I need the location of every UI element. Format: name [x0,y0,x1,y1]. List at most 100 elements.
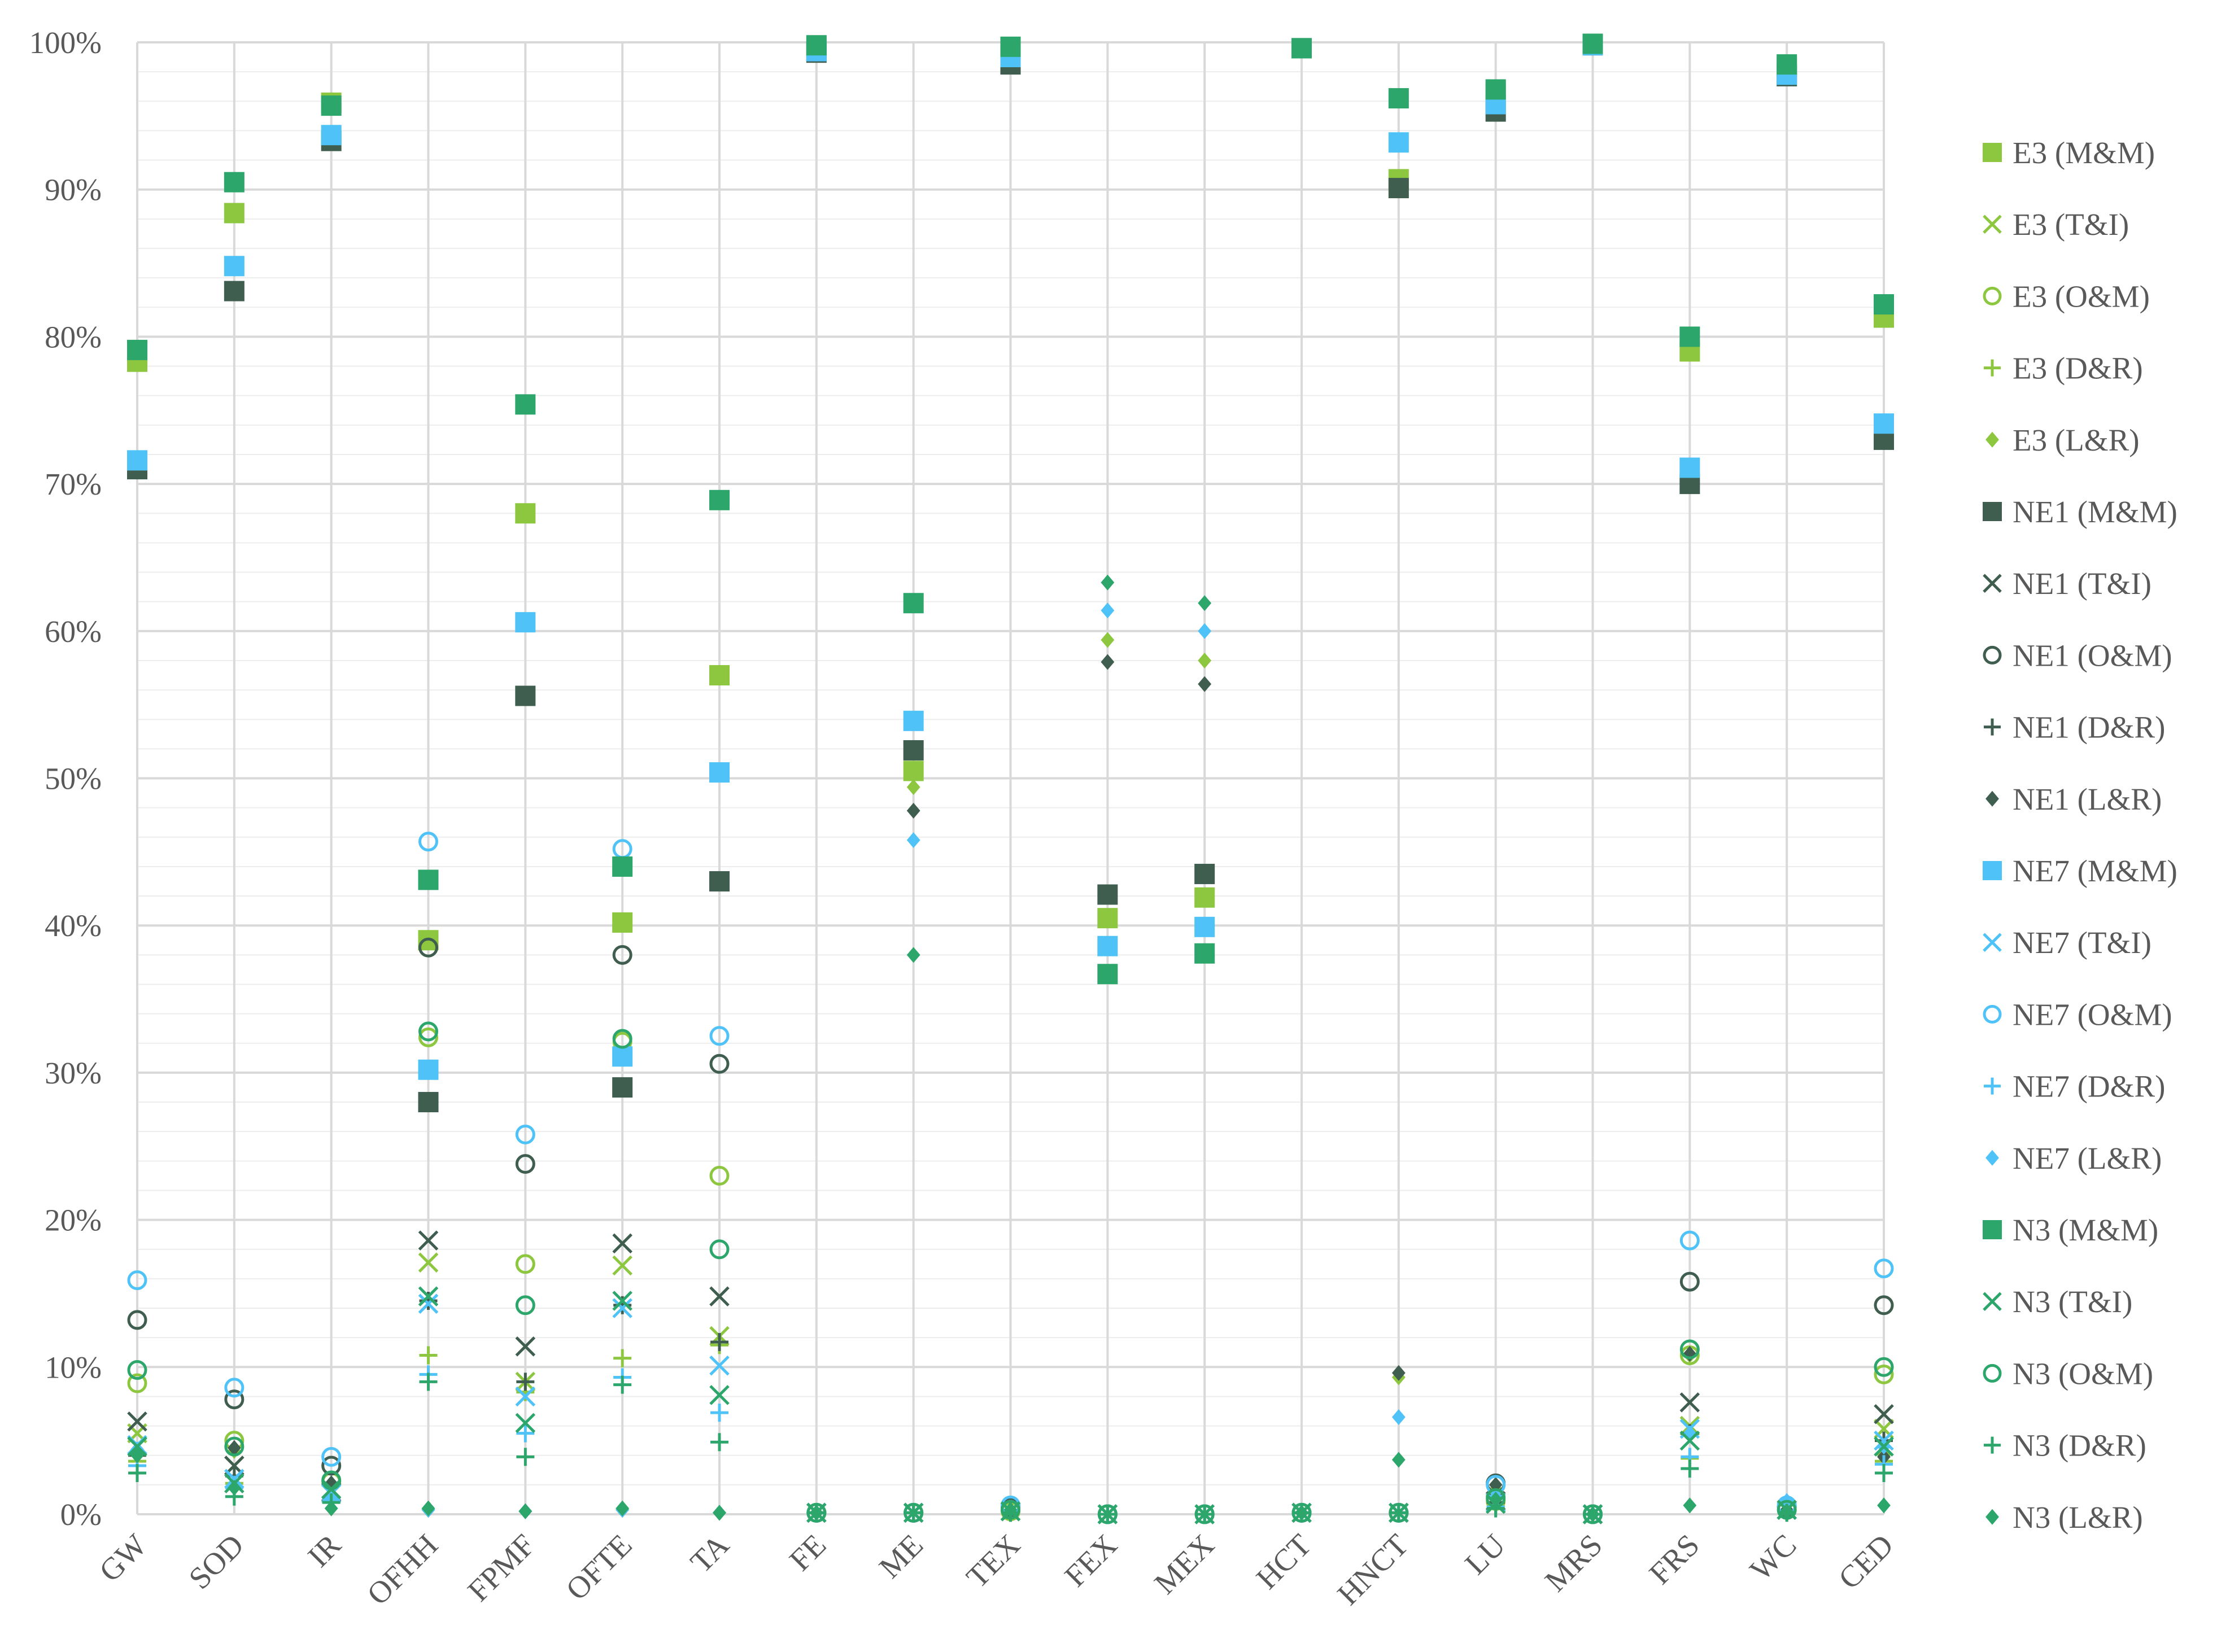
legend-label: E3 (L&R) [2013,423,2140,457]
y-tick-label: 40% [45,908,102,943]
data-point [1489,1491,1503,1507]
data-point [418,1293,439,1314]
legend-label: E3 (M&M) [2013,136,2155,170]
data-point [224,1436,245,1457]
data-point [1195,1505,1214,1523]
data-point [709,490,730,510]
data-point [1097,908,1118,929]
y-tick-label: 80% [45,320,102,354]
legend-marker [1983,286,2002,305]
legend-item: NE7 (T&I) [1983,925,2152,960]
legend-item: NE1 (T&I) [1983,566,2152,601]
data-point [1194,863,1215,884]
data-point [1101,654,1115,670]
data-point [612,1291,632,1311]
legend: E3 (M&M) E3 (T&I) E3 (O&M) E3 (D&R) E3 (L&R)… [1983,136,2177,1535]
y-tick-label: 70% [45,467,102,501]
data-point [613,1375,632,1394]
data-point [1198,652,1212,668]
data-point [127,1373,147,1393]
data-point [1874,1357,1894,1377]
data-point [127,1310,147,1330]
series-n3-l-r- [130,574,1891,1522]
y-tick-label: 30% [45,1056,102,1090]
data-point [515,1413,536,1434]
data-point [128,1464,146,1482]
legend-item: NE1 (O&M) [1983,638,2172,672]
data-point [1780,1503,1794,1519]
data-point [612,1029,632,1049]
data-point [903,740,924,761]
data-point [1679,1430,1700,1451]
legend-label: NE7 (M&M) [2013,854,2177,888]
data-point [224,1378,245,1398]
data-point [130,1447,144,1463]
data-point [1877,1497,1891,1514]
legend-item: E3 (T&I) [1983,207,2129,242]
data-point [515,1336,536,1357]
data-point [710,1404,728,1422]
data-point [709,665,730,686]
legend-marker [1984,1436,2001,1454]
legend-marker [1983,645,2002,665]
data-point [904,1504,923,1522]
legend-label: N3 (D&R) [2013,1428,2146,1463]
data-point [709,871,730,891]
data-point [515,685,536,706]
legend-label: N3 (O&M) [2013,1356,2153,1391]
data-point [903,761,924,781]
data-point [515,612,536,633]
data-point [612,1046,633,1067]
data-point [224,172,245,193]
data-point [1198,595,1212,611]
legend-label: N3 (T&I) [2013,1284,2132,1319]
data-point [516,1448,535,1466]
data-point [127,339,147,360]
legend-marker [1983,215,2002,234]
legend-item: N3 (M&M) [1983,1213,2158,1247]
data-point [418,1252,439,1273]
legend-item: N3 (T&I) [1983,1284,2132,1319]
data-point [906,832,920,848]
legend-item: NE1 (D&R) [1984,710,2165,745]
data-point [1874,1404,1894,1424]
data-point [612,1298,632,1318]
data-point [515,394,536,415]
legend-item: E3 (L&R) [1985,423,2140,457]
data-point [1874,1436,1894,1457]
legend-label: NE1 (T&I) [2013,566,2152,601]
data-point [906,947,920,963]
y-tick-label: 100% [29,25,102,60]
legend-label: NE7 (T&I) [2013,925,2152,960]
data-point [1391,1409,1406,1425]
data-point [515,1154,535,1174]
legend-item: NE1 (L&R) [1985,782,2162,816]
legend-marker [1984,359,2001,377]
data-point [806,35,827,56]
data-point [1874,294,1894,315]
y-axis-tick-labels: 0% 10% 20% 30% 40% 50% 60% 70% 80% 90% 100% [29,25,102,1532]
data-point [709,1054,730,1074]
data-point [1101,574,1115,591]
data-point [1194,943,1215,964]
legend-item: NE7 (L&R) [1985,1141,2162,1175]
data-point [709,762,730,783]
legend-marker [1984,718,2001,736]
data-point [1198,676,1212,692]
data-point [709,1286,730,1306]
data-point [515,1386,536,1407]
data-point [418,832,438,852]
data-point [1000,36,1021,57]
data-point [906,779,920,796]
data-point [612,1077,633,1098]
y-tick-label: 10% [45,1350,102,1384]
y-tick-label: 90% [45,173,102,207]
data-point [419,1346,438,1365]
data-point [127,1436,147,1457]
data-point [321,125,342,146]
data-point [709,1385,730,1405]
data-point [418,1027,438,1047]
data-point [1388,88,1409,109]
